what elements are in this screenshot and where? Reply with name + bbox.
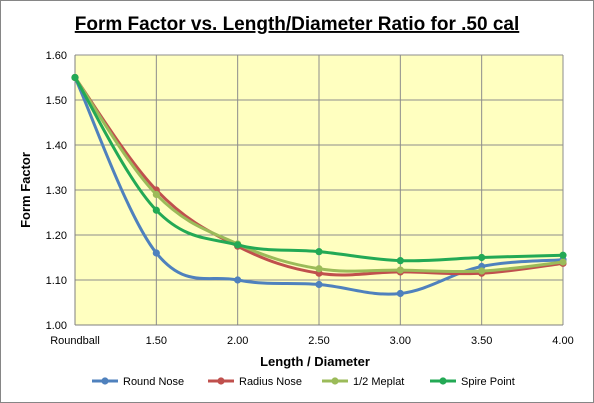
data-point xyxy=(234,276,242,284)
data-point xyxy=(152,206,160,214)
y-axis-title: Form Factor xyxy=(18,152,33,228)
y-tick-label: 1.10 xyxy=(46,275,67,287)
data-point xyxy=(478,267,486,275)
data-point xyxy=(315,265,323,273)
data-point xyxy=(152,249,160,257)
x-tick-label: 1.50 xyxy=(146,335,167,347)
chart-title: Form Factor vs. Length/Diameter Ratio fo… xyxy=(75,14,520,35)
data-point xyxy=(396,266,404,274)
legend-label: Radius Nose xyxy=(239,376,302,388)
data-point xyxy=(396,289,404,298)
legend-marker xyxy=(217,377,225,385)
legend-item: Round Nose xyxy=(92,376,184,388)
legend-marker xyxy=(101,377,109,385)
tick-labels: 1.00 1.10 1.20 1.30 1.40 1.50 1.60 Roundball 1.5… xyxy=(46,50,574,347)
data-point xyxy=(71,73,79,82)
x-tick-label: 2.00 xyxy=(227,335,248,347)
legend-marker xyxy=(439,377,447,385)
series-lines xyxy=(71,73,567,298)
legend-label: Spire Point xyxy=(461,376,515,388)
data-point xyxy=(234,241,242,249)
x-tick-label: 3.50 xyxy=(471,335,492,347)
axes xyxy=(74,55,563,326)
legend-label: 1/2 Meplat xyxy=(353,376,404,388)
legend-item: Radius Nose xyxy=(208,376,302,388)
x-tick-label: 4.00 xyxy=(552,335,573,347)
data-point xyxy=(559,251,567,259)
legend-marker xyxy=(331,377,339,385)
series-spire-point xyxy=(71,73,567,265)
gridlines xyxy=(74,54,564,326)
legend-item: 1/2 Meplat xyxy=(322,376,404,388)
data-point xyxy=(396,257,404,265)
legend-item: Spire Point xyxy=(430,376,515,388)
data-point xyxy=(152,190,160,199)
y-tick-label: 1.50 xyxy=(46,95,67,107)
x-tick-label: 2.50 xyxy=(308,335,329,347)
data-point xyxy=(559,258,567,266)
data-point xyxy=(315,248,323,256)
y-tick-label: 1.20 xyxy=(46,230,67,242)
x-axis-title: Length / Diameter xyxy=(260,354,370,369)
data-point xyxy=(478,253,486,262)
x-tick-label: 3.00 xyxy=(390,335,411,347)
legend: Round Nose Radius Nose 1/2 Meplat Spire Poi… xyxy=(92,376,515,388)
legend-label: Round Nose xyxy=(123,376,184,388)
y-tick-label: 1.00 xyxy=(46,320,67,332)
data-point xyxy=(315,280,323,289)
x-tick-label: Roundball xyxy=(50,335,100,347)
y-tick-label: 1.30 xyxy=(46,185,67,197)
y-tick-label: 1.40 xyxy=(46,140,67,152)
y-tick-label: 1.60 xyxy=(46,50,67,62)
